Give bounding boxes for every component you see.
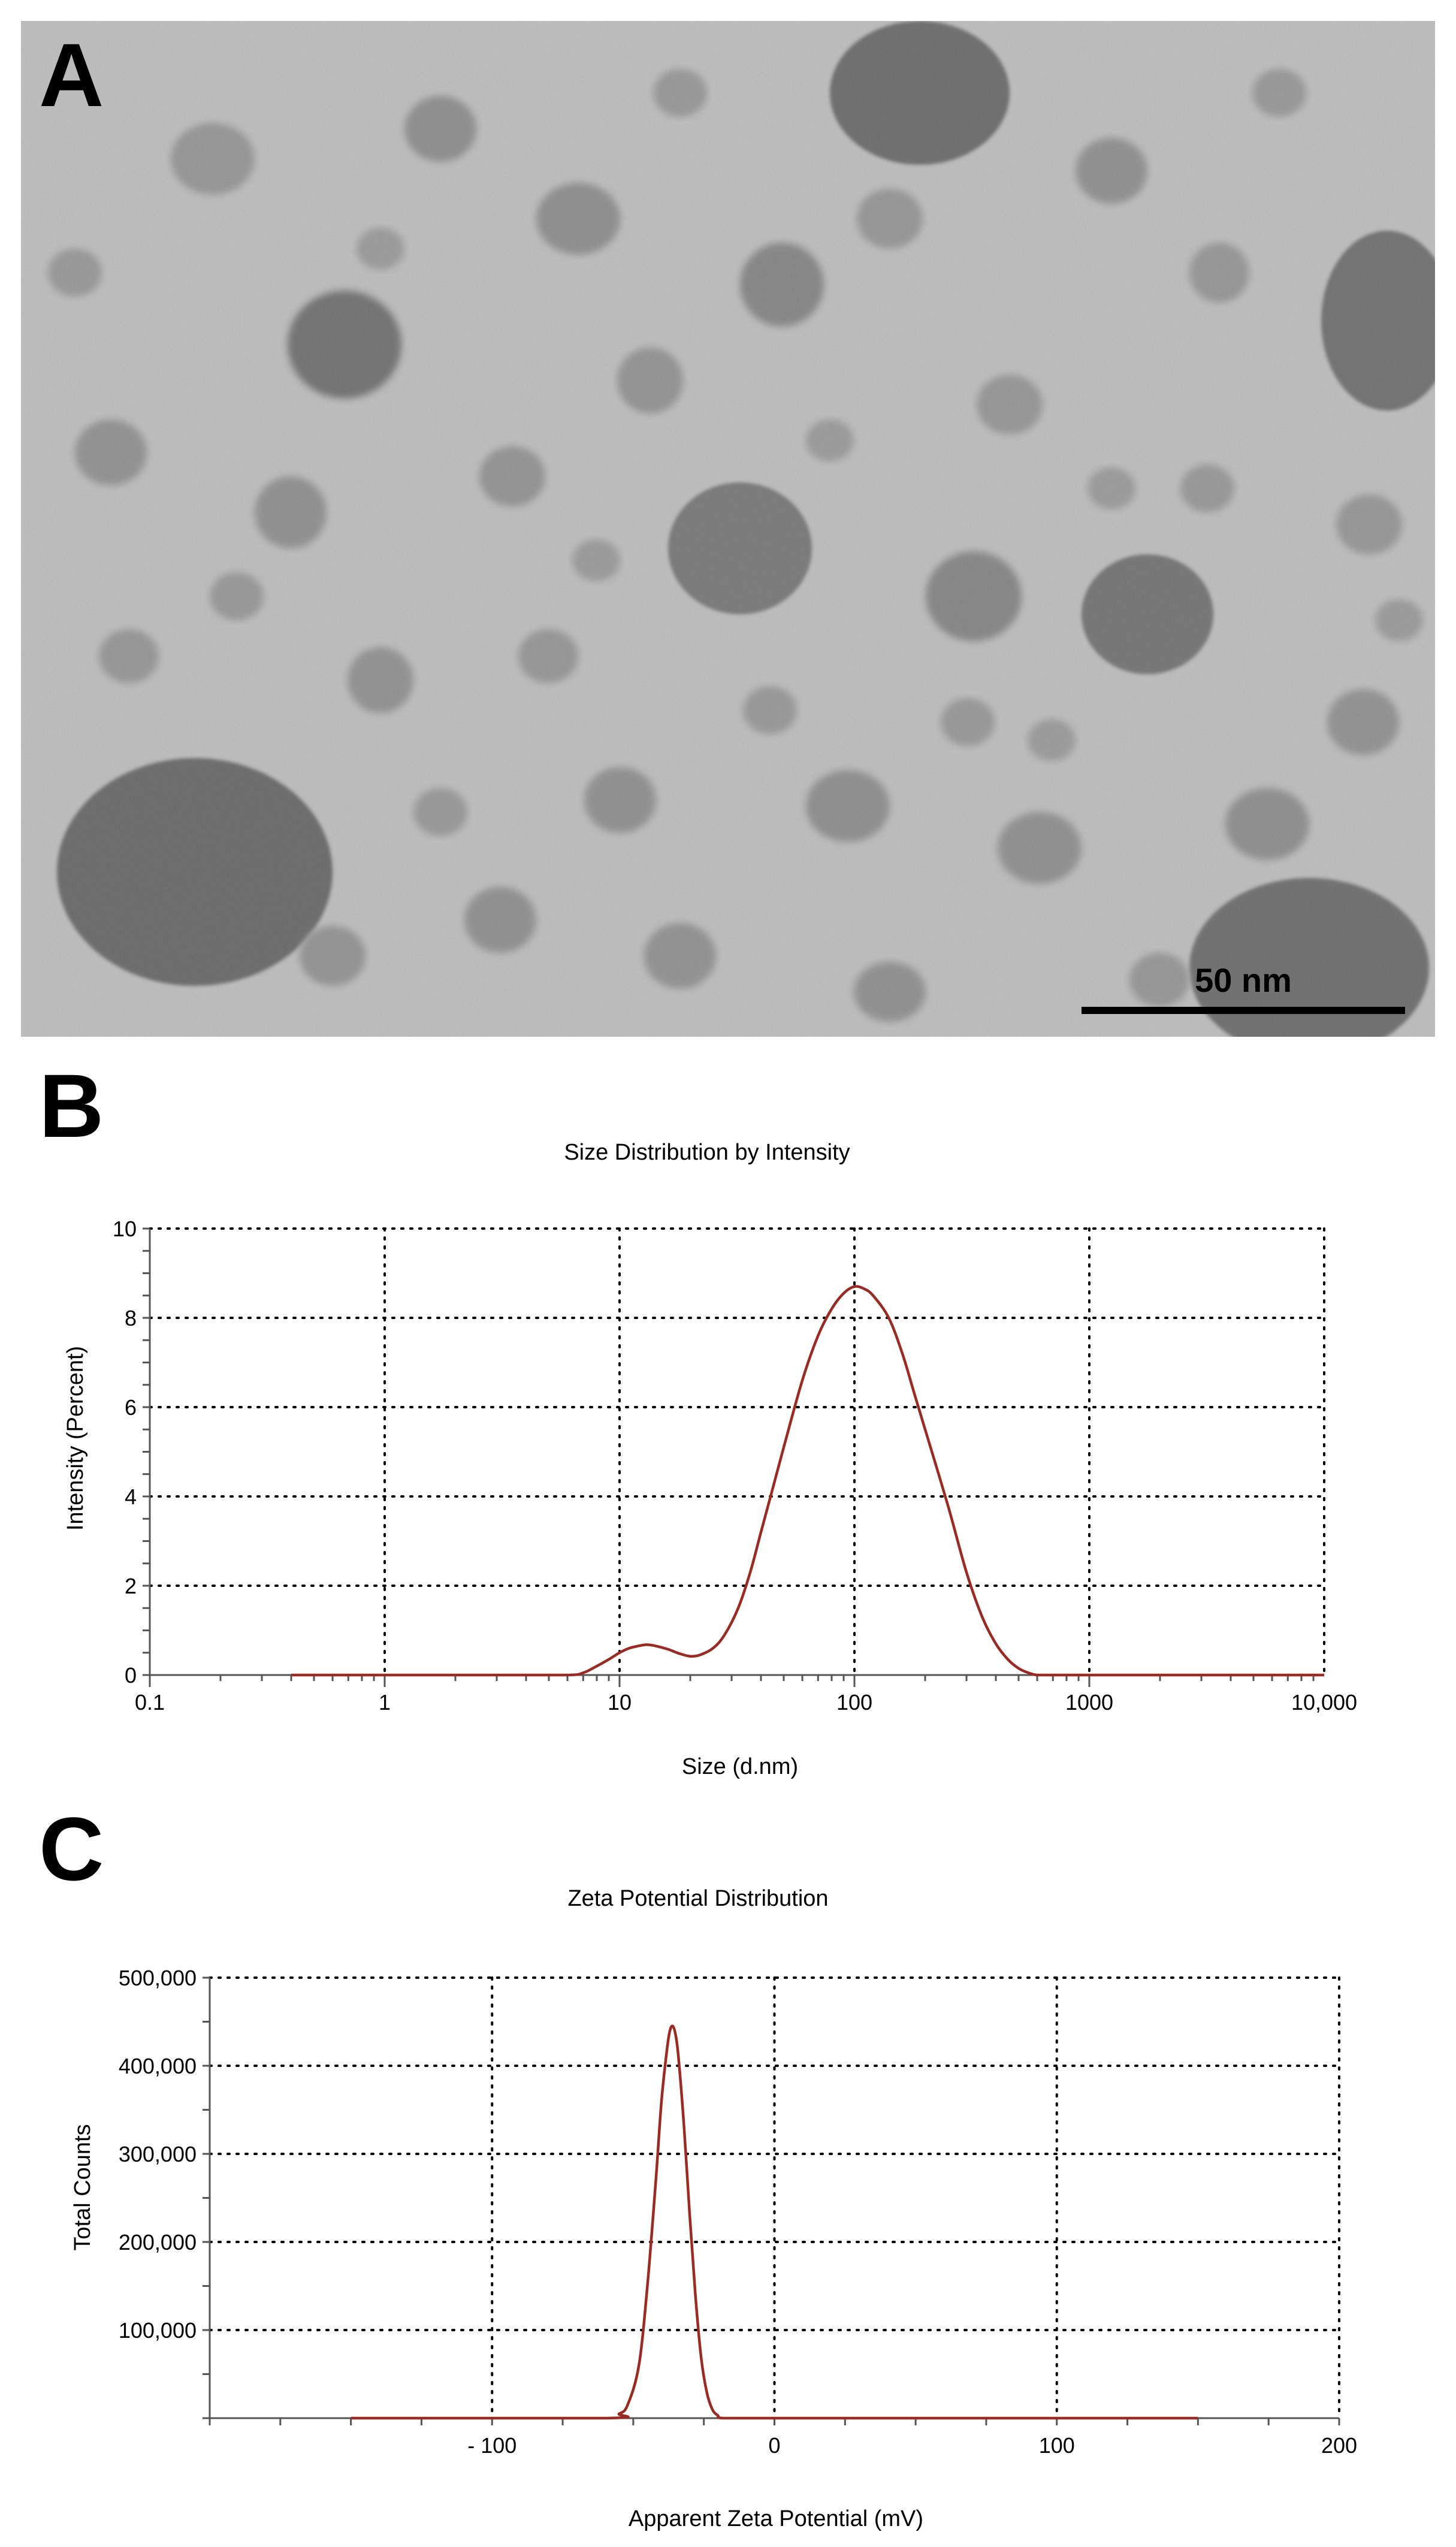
chart-title: Zeta Potential Distribution — [567, 1886, 828, 1911]
x-tick-label: 1000 — [1065, 1690, 1113, 1715]
y-tick-label: 6 — [125, 1395, 137, 1420]
x-tick-label: 0 — [768, 2433, 780, 2458]
panel-b-label: B — [39, 1055, 104, 1156]
x-tick-label: 100 — [836, 1690, 872, 1715]
tick-labels: - 100 0 100 200 100,000 200,000 300,000 400,000… — [119, 1966, 1357, 2458]
y-tick-label: 400,000 — [119, 2054, 197, 2078]
y-axis-label: Intensity (Percent) — [63, 1346, 88, 1531]
x-tick-label: - 100 — [467, 2433, 516, 2458]
x-tick-label: 0.1 — [135, 1690, 165, 1715]
y-tick-label: 300,000 — [119, 2142, 197, 2166]
axes — [203, 1976, 1340, 2425]
y-axis-label: Total Counts — [70, 2124, 95, 2250]
zeta-potential-chart: Zeta Potential Distribution - 100 0 100 200… — [70, 1886, 1357, 2531]
tick-labels: 0.1 1 10 100 1000 10,000 0 2 4 6 8 10 — [113, 1217, 1357, 1715]
panel-c-label: C — [39, 1798, 104, 1899]
x-tick-label: 200 — [1321, 2433, 1357, 2458]
chart-title: Size Distribution by Intensity — [564, 1140, 850, 1165]
panel-a-label: A — [39, 25, 104, 125]
series-lines — [351, 2024, 1198, 2420]
y-tick-label: 2 — [125, 1574, 137, 1598]
y-tick-label: 0 — [125, 1663, 137, 1688]
scale-bar: 50 nm — [1082, 961, 1405, 1014]
x-axis-label: Size (d.nm) — [682, 1754, 798, 1779]
x-tick-label: 100 — [1039, 2433, 1075, 2458]
x-tick-label: 10 — [608, 1690, 632, 1715]
series-line — [291, 1285, 1324, 1677]
y-tick-label: 200,000 — [119, 2230, 197, 2255]
x-tick-label: 1 — [379, 1690, 391, 1715]
size-distribution-chart: Size Distribution by Intensity 0.1 1 10 100… — [63, 1140, 1357, 1779]
x-tick-label: 10,000 — [1291, 1690, 1357, 1715]
y-tick-label: 10 — [113, 1217, 137, 1241]
x-axis-label: Apparent Zeta Potential (mV) — [629, 2506, 923, 2531]
series-lines — [291, 1285, 1324, 1677]
scale-bar-label: 50 nm — [1195, 961, 1292, 999]
y-tick-label: 4 — [125, 1484, 137, 1509]
y-tick-label: 500,000 — [119, 1966, 197, 1990]
y-tick-label: 8 — [125, 1306, 137, 1330]
grid-lines — [209, 1976, 1340, 2419]
grid-lines — [149, 1227, 1325, 1676]
tem-micrograph: 50 nm — [21, 21, 1435, 1037]
y-tick-label: 100,000 — [119, 2318, 197, 2343]
series-line — [351, 2024, 1198, 2420]
